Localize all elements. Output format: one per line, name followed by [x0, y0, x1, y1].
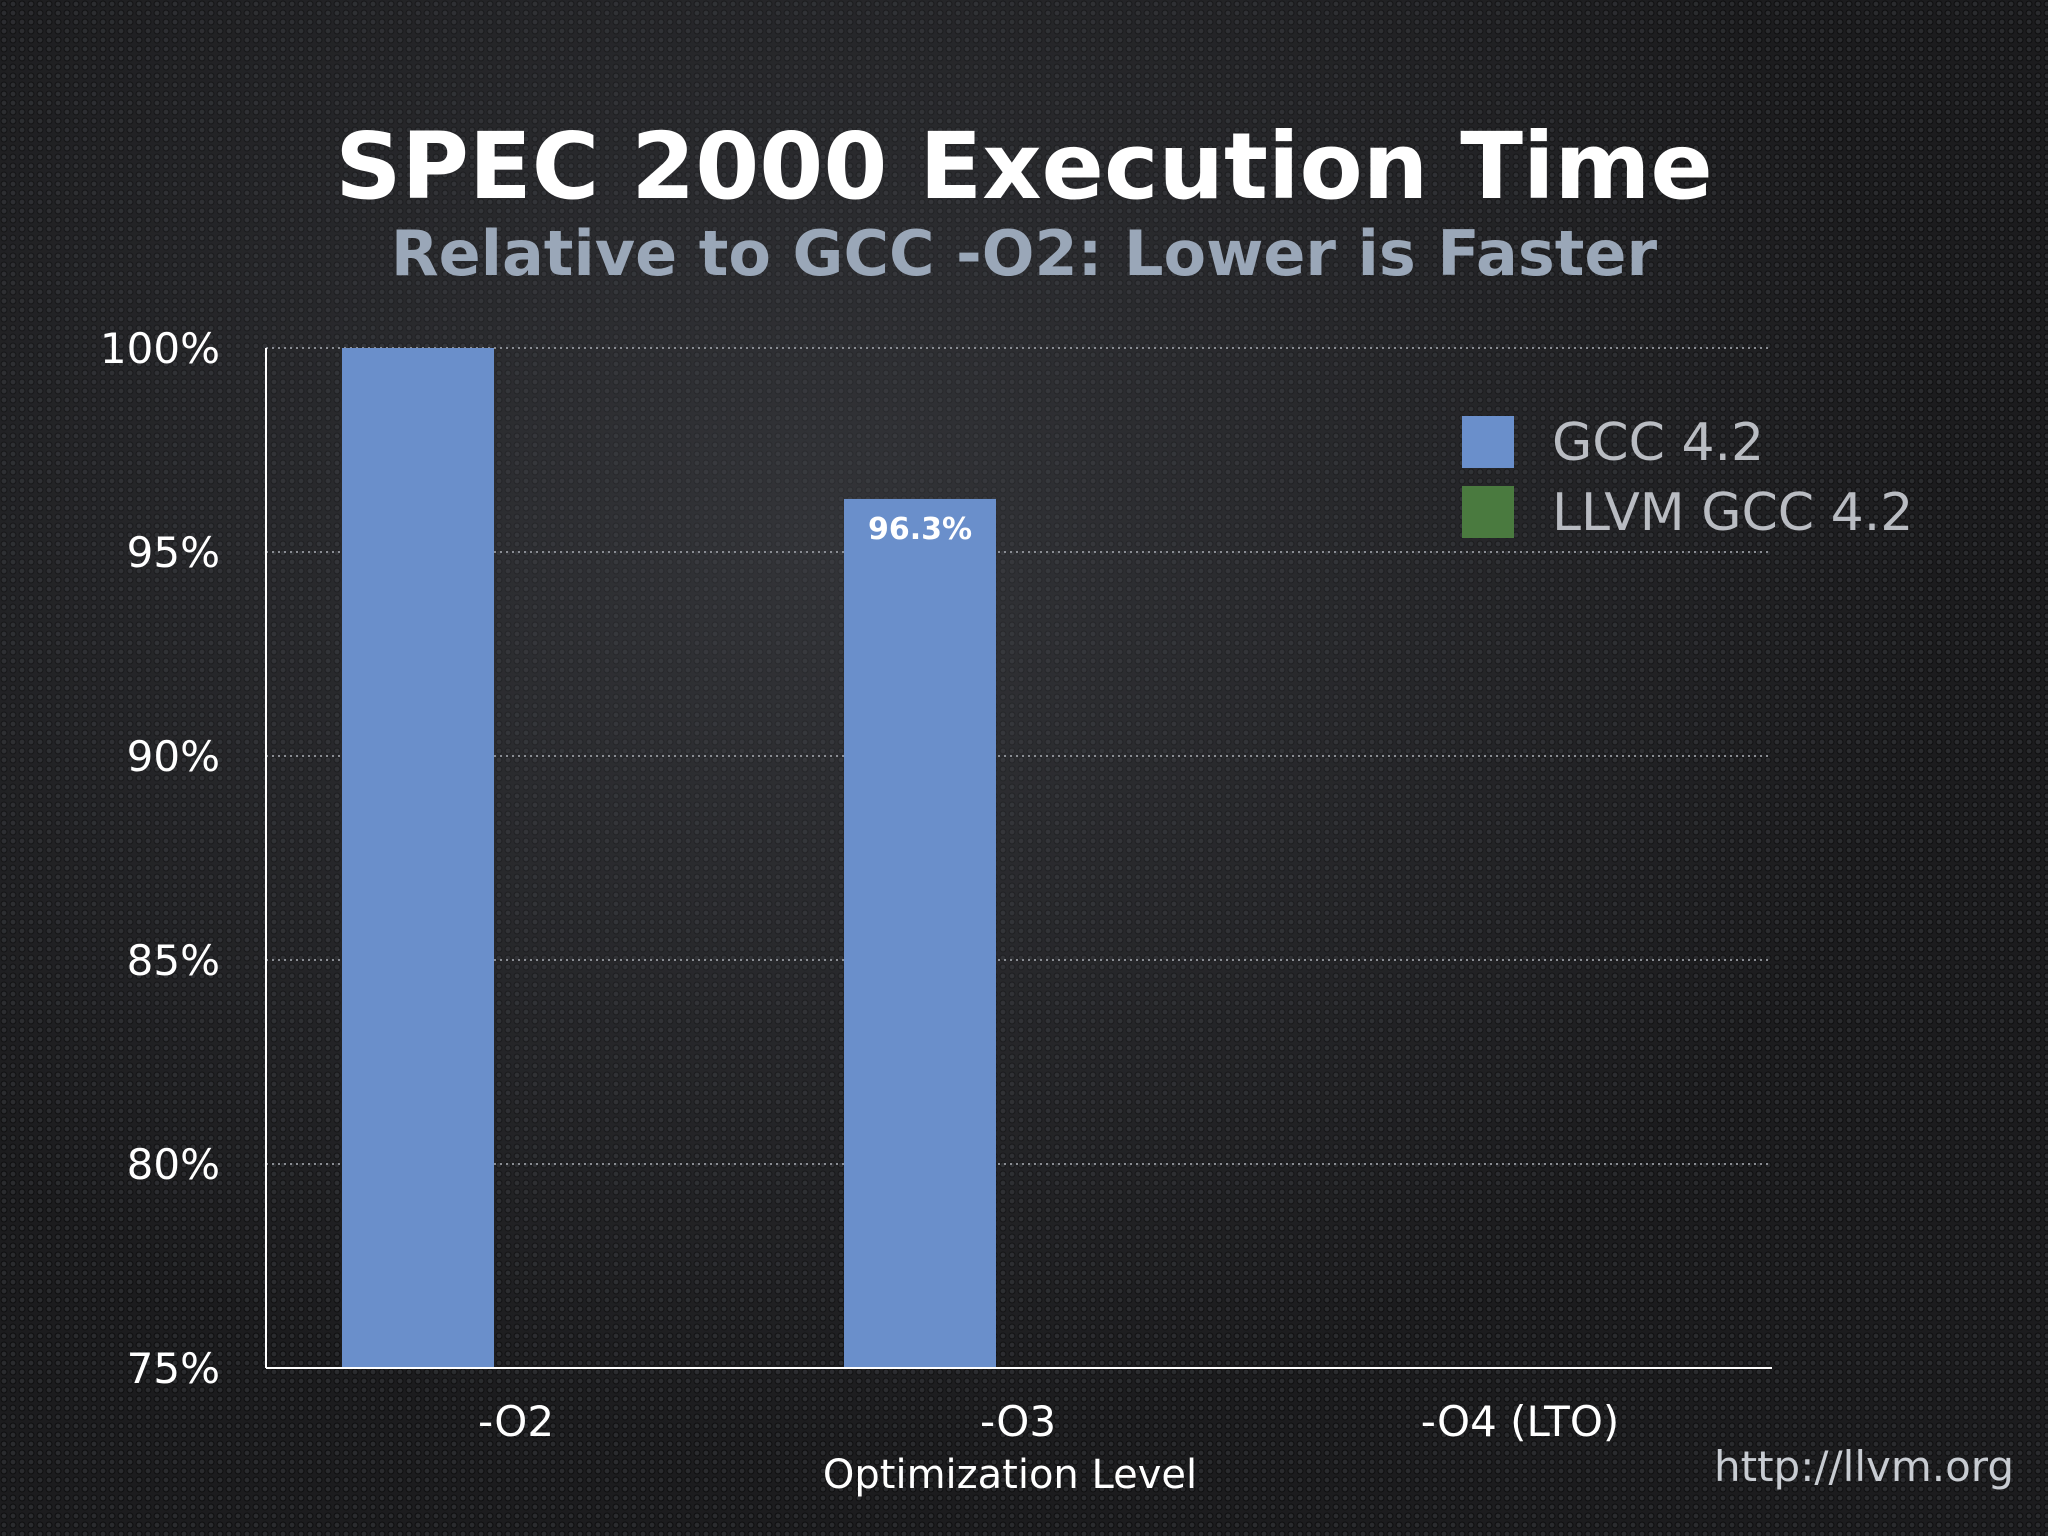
labels: 75% 80% 85% 90% 95% 100% 96.3% -O2 -O3 -O4 (LTO) O… [100, 324, 1619, 1498]
data-label: 96.3% [868, 512, 972, 547]
y-tick-label: 85% [127, 936, 220, 985]
chart-subtitle: Relative to GCC -O2: Lower is Faster [390, 217, 1658, 290]
legend-swatch [1462, 416, 1514, 468]
axes [265, 348, 1772, 1369]
legend-label: GCC 4.2 [1552, 413, 1764, 473]
x-tick-label: -O2 [478, 1397, 554, 1446]
y-tick-label: 90% [127, 732, 220, 781]
gridlines [266, 347, 1772, 1165]
chart-title: SPEC 2000 Execution Time [335, 113, 1713, 220]
bar [844, 498, 996, 1369]
bars [342, 348, 996, 1369]
bar [342, 348, 494, 1368]
legend: GCC 4.2 LLVM GCC 4.2 [1462, 413, 1913, 543]
x-axis-title: Optimization Level [823, 1452, 1197, 1498]
y-tick-label: 80% [127, 1140, 220, 1189]
y-tick-label: 75% [127, 1344, 220, 1393]
legend-label: LLVM GCC 4.2 [1552, 483, 1913, 543]
legend-swatch [1462, 486, 1514, 538]
x-tick-label: -O4 (LTO) [1421, 1397, 1620, 1446]
footer-url: http://llvm.org [1713, 1442, 2014, 1491]
y-tick-label: 95% [127, 528, 220, 577]
y-tick-label: 100% [100, 324, 220, 373]
x-tick-label: -O3 [980, 1397, 1056, 1446]
